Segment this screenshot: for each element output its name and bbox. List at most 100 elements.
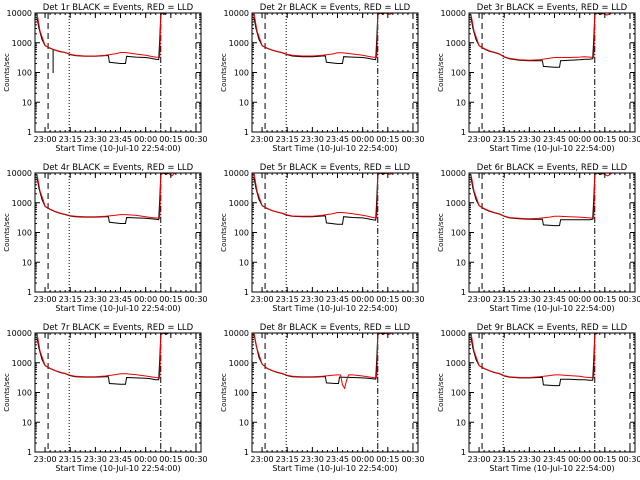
y-tick-label: 100: [17, 229, 32, 238]
y-tick-label: 10000: [224, 169, 249, 178]
x-tick-label: 23:00: [468, 135, 491, 144]
x-tick-label: 23:45: [543, 455, 566, 464]
x-tick-label: 00:00: [134, 455, 157, 464]
x-tick-label: 00:30: [618, 135, 640, 144]
lld-series-line: [253, 333, 393, 390]
y-tick-label: 1000: [12, 39, 32, 48]
x-tick-label: 00:15: [159, 455, 182, 464]
x-tick-label: 00:00: [351, 295, 374, 304]
x-tick-label: 00:30: [184, 135, 207, 144]
x-tick-label: 00:30: [401, 455, 424, 464]
x-tick-label: 23:30: [84, 455, 107, 464]
x-tick-label: 23:45: [109, 295, 132, 304]
y-tick-label: 10: [239, 258, 249, 267]
x-tick-label: 23:15: [59, 135, 82, 144]
y-axis-label: Counts/sec: [3, 53, 11, 92]
y-tick-label: 10: [22, 258, 32, 267]
x-tick-label: 00:00: [351, 135, 374, 144]
plot-frame: [34, 332, 202, 453]
chart-title: Det 4r BLACK = Events, RED = LLD: [43, 163, 194, 173]
y-tick-label: 1000: [229, 359, 249, 368]
chart-panel-6: 1 10 100 1000 10000 23:00 23:15 23:30 23:45 00:00…: [437, 163, 640, 313]
y-tick-label: 100: [234, 69, 249, 78]
lld-series-line: [253, 13, 394, 59]
chart-title: Det 7r BLACK = Events, RED = LLD: [43, 323, 194, 333]
y-tick-label: 10: [22, 98, 32, 107]
x-tick-label: 00:30: [184, 295, 207, 304]
plot-frame: [468, 332, 636, 453]
x-tick-label: 23:45: [109, 455, 132, 464]
x-tick-label: 00:15: [376, 295, 399, 304]
x-tick-label: 23:00: [251, 135, 274, 144]
chart-panel-2: 1 10 100 1000 10000 23:00 23:15 23:30 23:45 00:00…: [220, 3, 425, 153]
lld-series-line: [470, 173, 613, 220]
lld-series-line: [36, 333, 168, 379]
x-tick-label: 00:15: [376, 455, 399, 464]
y-tick-label: 10000: [441, 9, 466, 18]
y-axis-label: Counts/sec: [220, 373, 228, 412]
y-tick-label: 10000: [224, 9, 249, 18]
y-tick-label: 10: [22, 418, 32, 427]
x-axis-label: Start Time (10-Jul-10 22:54:00): [55, 144, 180, 153]
x-tick-label: 23:00: [34, 135, 57, 144]
x-tick-label: 00:00: [134, 295, 157, 304]
chart-panel-5: 1 10 100 1000 10000 23:00 23:15 23:30 23:45 00:00…: [220, 163, 425, 313]
chart-title: Det 8r BLACK = Events, RED = LLD: [260, 323, 411, 333]
x-tick-label: 23:15: [276, 135, 299, 144]
x-tick-label: 00:00: [568, 135, 591, 144]
x-tick-label: 00:30: [401, 295, 424, 304]
x-tick-label: 00:00: [568, 455, 591, 464]
x-tick-label: 23:15: [276, 295, 299, 304]
x-tick-label: 23:15: [493, 455, 516, 464]
x-tick-label: 00:15: [593, 455, 616, 464]
x-tick-label: 00:30: [618, 455, 640, 464]
y-tick-label: 1: [27, 128, 32, 137]
y-tick-label: 10000: [224, 329, 249, 338]
x-axis-label: Start Time (10-Jul-10 22:54:00): [489, 304, 614, 313]
x-tick-label: 00:30: [184, 455, 207, 464]
chart-title: Det 6r BLACK = Events, RED = LLD: [477, 163, 628, 173]
x-tick-label: 23:15: [59, 295, 82, 304]
y-tick-label: 10: [239, 98, 249, 107]
x-tick-label: 23:30: [301, 295, 324, 304]
y-axis-label: Counts/sec: [437, 213, 445, 252]
x-tick-label: 23:00: [468, 455, 491, 464]
x-tick-label: 23:15: [493, 295, 516, 304]
x-tick-label: 23:45: [543, 135, 566, 144]
events-series-line: [470, 13, 605, 68]
y-axis-label: Counts/sec: [3, 213, 11, 252]
x-tick-label: 23:45: [326, 295, 349, 304]
y-tick-label: 100: [234, 389, 249, 398]
lld-series-line: [36, 173, 176, 219]
plot-frame: [34, 172, 202, 293]
chart-panel-3: 1 10 100 1000 10000 23:00 23:15 23:30 23:45 00:00…: [437, 3, 640, 153]
y-axis-label: Counts/sec: [3, 373, 11, 412]
x-tick-label: 23:45: [326, 455, 349, 464]
x-tick-label: 23:00: [251, 455, 274, 464]
x-tick-label: 23:15: [59, 455, 82, 464]
y-tick-label: 100: [17, 389, 32, 398]
y-tick-label: 1: [461, 448, 466, 457]
y-tick-label: 10: [456, 418, 466, 427]
y-tick-label: 10000: [441, 169, 466, 178]
y-tick-label: 10: [456, 98, 466, 107]
y-tick-label: 1: [461, 288, 466, 297]
y-tick-label: 1: [27, 288, 32, 297]
x-tick-label: 23:30: [518, 135, 541, 144]
x-tick-label: 23:45: [109, 135, 132, 144]
y-tick-label: 1: [244, 288, 249, 297]
x-axis-label: Start Time (10-Jul-10 22:54:00): [55, 464, 180, 473]
x-tick-label: 00:15: [593, 295, 616, 304]
x-tick-label: 00:00: [568, 295, 591, 304]
y-axis-label: Counts/sec: [437, 373, 445, 412]
x-tick-label: 23:30: [518, 295, 541, 304]
x-tick-label: 00:15: [159, 135, 182, 144]
y-tick-label: 1: [27, 448, 32, 457]
x-tick-label: 23:30: [84, 135, 107, 144]
y-tick-label: 1000: [446, 359, 466, 368]
chart-panel-1: 1 10 100 1000 10000 23:00 23:15 23:30 23:45 00:00…: [3, 3, 208, 153]
chart-title: Det 2r BLACK = Events, RED = LLD: [260, 3, 411, 13]
y-tick-label: 1: [461, 128, 466, 137]
y-tick-label: 100: [451, 69, 466, 78]
